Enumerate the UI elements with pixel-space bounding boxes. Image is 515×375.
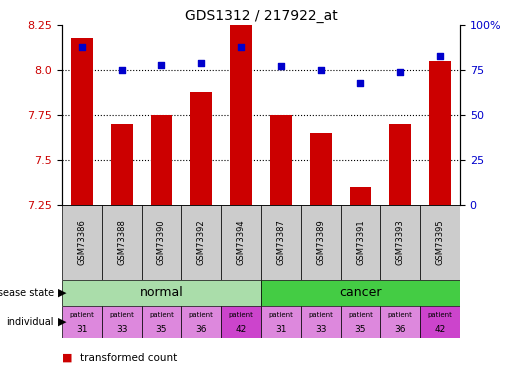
Text: GSM73390: GSM73390 [157, 220, 166, 266]
Text: ■: ■ [62, 353, 73, 363]
Bar [429, 61, 451, 205]
Text: normal: normal [140, 286, 183, 300]
Point [78, 44, 86, 50]
Text: patient: patient [348, 312, 373, 318]
Bar [102, 205, 142, 280]
Bar [261, 205, 301, 280]
Bar [102, 306, 142, 338]
Text: 42: 42 [435, 324, 445, 333]
Bar [150, 115, 173, 205]
Bar [191, 92, 212, 205]
Title: GDS1312 / 217922_at: GDS1312 / 217922_at [184, 9, 337, 22]
Text: 36: 36 [196, 324, 207, 333]
Bar [221, 205, 261, 280]
Point [436, 53, 444, 58]
Point [197, 60, 205, 66]
Bar [381, 205, 420, 280]
Text: GSM73386: GSM73386 [77, 220, 87, 266]
Bar [71, 38, 93, 205]
Text: GSM73392: GSM73392 [197, 220, 206, 266]
Text: patient: patient [388, 312, 413, 318]
Bar [310, 133, 332, 205]
Bar [142, 205, 181, 280]
Bar [221, 306, 261, 338]
Text: 33: 33 [315, 324, 327, 333]
Point [158, 62, 166, 68]
Bar [420, 205, 460, 280]
Text: patient: patient [308, 312, 333, 318]
Text: cancer: cancer [339, 286, 382, 300]
Bar [230, 25, 252, 205]
Text: 35: 35 [156, 324, 167, 333]
Point [356, 80, 365, 86]
Text: disease state: disease state [0, 288, 54, 298]
Text: 31: 31 [275, 324, 287, 333]
Text: ▶: ▶ [58, 288, 66, 298]
Bar [181, 205, 221, 280]
Bar [381, 306, 420, 338]
Bar [261, 280, 460, 306]
Text: ▶: ▶ [58, 317, 66, 327]
Point [396, 69, 404, 75]
Bar [62, 306, 102, 338]
Text: 35: 35 [355, 324, 366, 333]
Bar [111, 124, 133, 205]
Bar [270, 115, 292, 205]
Bar [420, 306, 460, 338]
Text: 42: 42 [235, 324, 247, 333]
Bar [181, 306, 221, 338]
Bar [350, 187, 371, 205]
Bar [340, 306, 381, 338]
Bar [301, 205, 340, 280]
Text: GSM73393: GSM73393 [396, 220, 405, 266]
Text: patient: patient [427, 312, 453, 318]
Point [117, 67, 126, 73]
Text: individual: individual [7, 317, 54, 327]
Text: GSM73391: GSM73391 [356, 220, 365, 266]
Bar [62, 280, 261, 306]
Text: 36: 36 [394, 324, 406, 333]
Point [277, 63, 285, 69]
Text: patient: patient [229, 312, 253, 318]
Text: patient: patient [189, 312, 214, 318]
Text: patient: patient [70, 312, 94, 318]
Bar [261, 306, 301, 338]
Text: GSM73394: GSM73394 [236, 220, 246, 266]
Bar [62, 205, 102, 280]
Point [317, 67, 325, 73]
Bar [340, 205, 381, 280]
Text: GSM73388: GSM73388 [117, 220, 126, 266]
Text: transformed count: transformed count [80, 353, 177, 363]
Text: GSM73389: GSM73389 [316, 220, 325, 266]
Bar [142, 306, 181, 338]
Text: patient: patient [268, 312, 294, 318]
Text: GSM73387: GSM73387 [277, 220, 285, 266]
Text: GSM73395: GSM73395 [436, 220, 444, 266]
Text: 33: 33 [116, 324, 127, 333]
Point [237, 44, 245, 50]
Bar [301, 306, 340, 338]
Text: patient: patient [109, 312, 134, 318]
Text: 31: 31 [76, 324, 88, 333]
Bar [389, 124, 411, 205]
Text: patient: patient [149, 312, 174, 318]
